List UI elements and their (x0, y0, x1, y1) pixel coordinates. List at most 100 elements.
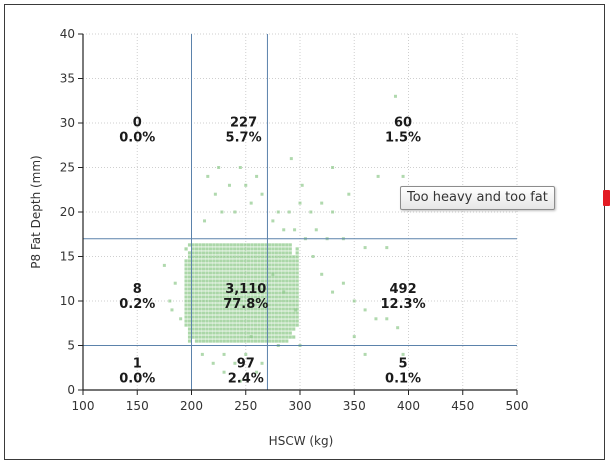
scatter-point (288, 279, 292, 283)
scatter-point (236, 287, 240, 291)
scatter-point (253, 335, 258, 339)
scatter-point (396, 326, 400, 330)
scatter-point (285, 319, 289, 323)
scatter-point (250, 299, 254, 303)
scatter-point (295, 299, 299, 303)
scatter-point (278, 307, 282, 311)
scatter-point (198, 267, 202, 271)
scatter-point (212, 287, 216, 291)
scatter-point (288, 335, 292, 339)
chart-frame (4, 4, 605, 460)
scatter-point (292, 327, 296, 331)
scatter-point (288, 311, 292, 315)
scatter-point (260, 267, 265, 271)
scatter-point (253, 339, 258, 343)
scatter-point (187, 243, 192, 247)
scatter-point (236, 295, 240, 299)
scatter-point (264, 319, 268, 323)
scatter-point (219, 323, 223, 327)
scatter-point (295, 255, 299, 259)
scatter-point (243, 275, 247, 279)
scatter-point (219, 243, 223, 247)
scatter-point (226, 283, 230, 287)
scatter-point (243, 315, 247, 319)
scatter-point (205, 335, 209, 339)
scatter-point (243, 295, 247, 299)
scatter-point (274, 283, 278, 287)
scatter-point (236, 279, 240, 283)
scatter-point (278, 263, 282, 267)
scatter-point (281, 263, 285, 267)
scatter-point (281, 299, 285, 303)
scatter-point (213, 192, 217, 196)
scatter-point (222, 315, 226, 319)
scatter-point (198, 331, 202, 335)
scatter-point (215, 275, 219, 279)
scatter-point (246, 323, 251, 327)
scatter-point (201, 255, 206, 259)
scatter-point (331, 210, 335, 214)
scatter-point (222, 279, 226, 283)
scatter-point (292, 283, 296, 287)
scatter-point (212, 263, 216, 267)
scatter-point (194, 283, 199, 287)
scatter-point (194, 279, 199, 283)
scatter-point (226, 307, 230, 311)
scatter-point (236, 335, 240, 339)
scatter-point (184, 291, 188, 295)
scatter-point (219, 335, 223, 339)
scatter-point (274, 243, 278, 247)
scatter-point (267, 251, 272, 255)
scatter-point (267, 255, 272, 259)
scatter-point (278, 319, 282, 323)
scatter-point (212, 311, 216, 315)
scatter-point (260, 307, 265, 311)
scatter-point (295, 287, 299, 291)
scatter-point (194, 243, 199, 247)
scatter-point (194, 299, 199, 303)
scatter-point (219, 247, 223, 251)
scatter-point (288, 271, 292, 275)
scatter-point (250, 295, 254, 299)
scatter-point (257, 283, 261, 287)
scatter-point (236, 259, 240, 263)
scatter-point (260, 291, 265, 295)
scatter-point (201, 243, 206, 247)
scatter-point (278, 327, 282, 331)
scatter-point (271, 251, 275, 255)
cell-percent-label: 77.8% (223, 297, 268, 312)
scatter-point (292, 299, 296, 303)
scatter-point (240, 291, 244, 295)
scatter-point (292, 259, 296, 263)
scatter-point (293, 228, 297, 232)
scatter-point (229, 275, 233, 279)
scatter-point (187, 279, 192, 283)
scatter-point (203, 219, 207, 223)
scatter-point (363, 352, 367, 356)
scatter-point (212, 251, 216, 255)
scatter-point (191, 247, 195, 251)
scatter-point (226, 247, 230, 251)
scatter-point (198, 339, 202, 343)
scatter-point (281, 247, 285, 251)
scatter-point (257, 311, 261, 315)
red-marker (603, 190, 610, 206)
scatter-point (233, 311, 237, 315)
scatter-point (253, 247, 258, 251)
scatter-point (201, 307, 206, 311)
scatter-point (274, 251, 278, 255)
axes (78, 33, 518, 395)
x-axis-label: HSCW (kg) (269, 434, 334, 448)
scatter-point (264, 295, 268, 299)
scatter-point (240, 287, 244, 291)
scatter-point (246, 287, 251, 291)
scatter-point (260, 323, 265, 327)
cell-count-label: 227 (230, 115, 257, 130)
scatter-point (281, 303, 285, 307)
scatter-point (352, 299, 356, 303)
scatter-point (208, 243, 212, 247)
scatter-point (274, 311, 278, 315)
scatter-point (184, 319, 188, 323)
scatter-point (222, 263, 226, 267)
scatter-point (201, 295, 206, 299)
